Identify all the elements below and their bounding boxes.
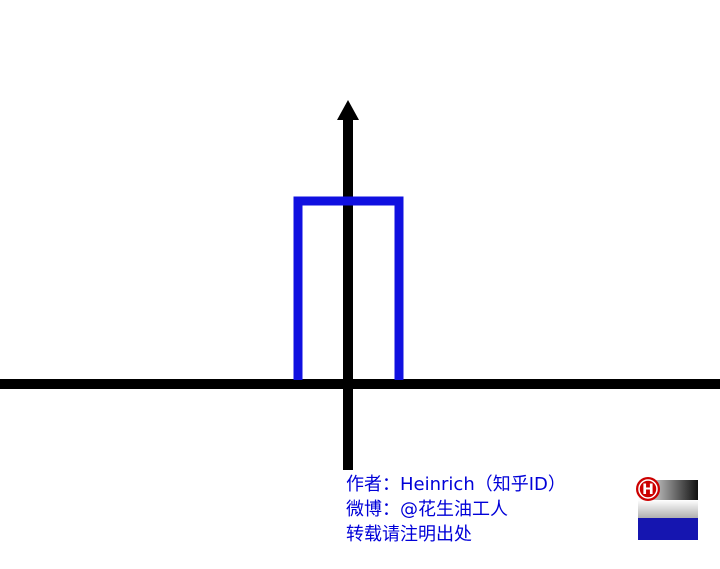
credit-notice-line: 转载请注明出处	[346, 524, 472, 545]
author-credit: 作者：Heinrich（知乎ID） 微博：@花生油工人 转载请注明出处	[346, 472, 566, 547]
credit-author-line: 作者：Heinrich（知乎ID）	[346, 474, 566, 495]
credit-weibo-line: 微博：@花生油工人	[346, 499, 508, 520]
logo-letter: H	[642, 482, 654, 498]
heinrich-logo-icon: H	[632, 476, 700, 542]
vertical-axis-arrowhead	[337, 100, 359, 120]
rectangular-pulse	[293, 196, 404, 380]
